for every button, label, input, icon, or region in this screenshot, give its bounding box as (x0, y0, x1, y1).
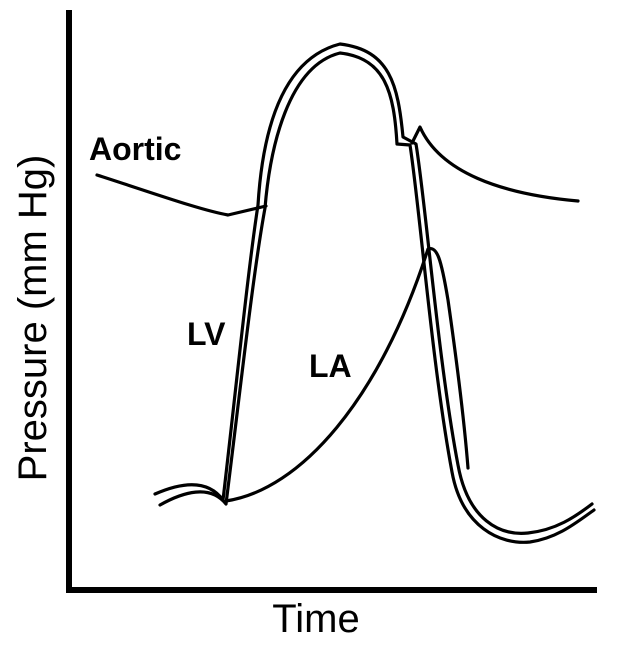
lv-label: LV (187, 316, 226, 352)
x-axis-title: Time (272, 597, 359, 641)
aortic-label: Aortic (89, 131, 181, 167)
la-pressure-curve (224, 246, 470, 503)
lv-pressure-curve-inner (158, 51, 596, 544)
lv-pressure-curve-outer (153, 42, 594, 535)
y-axis-title: Pressure (mm Hg) (11, 155, 55, 482)
la-label: LA (309, 348, 352, 384)
aortic-pressure-curve (95, 125, 580, 217)
